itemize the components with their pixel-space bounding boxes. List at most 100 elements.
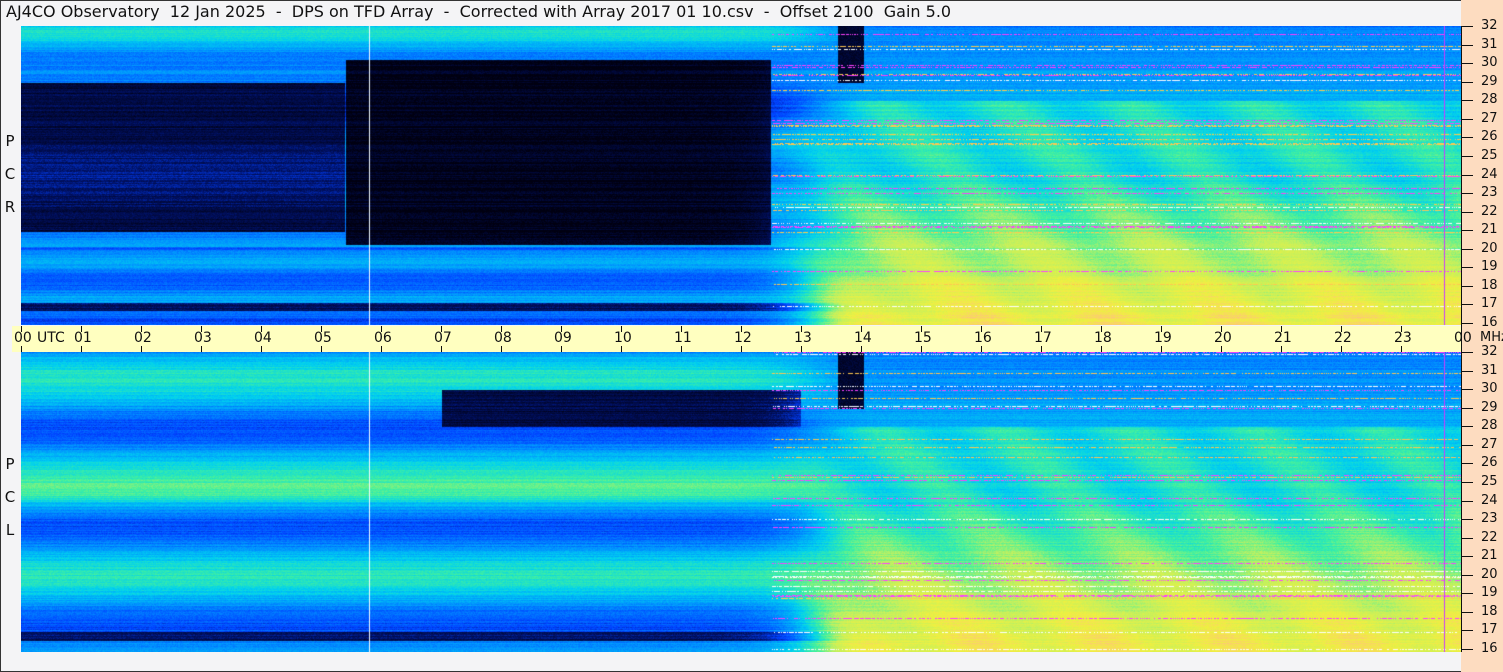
y-tick-label: 16 (1481, 641, 1498, 656)
y-tick-label: 20 (1481, 240, 1498, 256)
x-tick-label: 03 (194, 330, 212, 346)
x-tick-mark (201, 326, 202, 332)
y-tick-mark (1461, 211, 1473, 213)
x-tick-label: 00 (1454, 330, 1472, 346)
x-tick-mark (741, 346, 742, 352)
frequency-axis-line (1461, 26, 1462, 652)
x-tick-label: 10 (614, 330, 632, 346)
x-tick-mark (681, 346, 682, 352)
x-tick-label: 23 (1394, 330, 1412, 346)
y-tick-mark (1461, 519, 1473, 521)
x-tick-mark (321, 326, 322, 332)
x-tick-mark (561, 346, 562, 352)
x-tick-mark (21, 346, 22, 352)
panel-label-letter: L (5, 521, 15, 539)
y-tick-label: 17 (1481, 622, 1498, 638)
y-tick-mark (1461, 118, 1473, 120)
y-tick-mark (1461, 611, 1473, 613)
x-tick-label: 00 (14, 330, 32, 346)
x-tick-label: 13 (794, 330, 812, 346)
panel-label-letter: C (4, 488, 16, 506)
y-tick-label: 25 (1481, 473, 1498, 489)
y-tick-label: 31 (1481, 36, 1498, 52)
y-tick-mark (1461, 100, 1473, 102)
rcp-spectrogram (21, 26, 1461, 325)
y-tick-label: 19 (1481, 259, 1498, 275)
panel-label-letter: P (5, 455, 15, 473)
x-tick-mark (861, 346, 862, 352)
x-tick-label: 16 (974, 330, 992, 346)
x-tick-mark (981, 346, 982, 352)
y-tick-mark (1461, 407, 1473, 409)
y-tick-label: 29 (1481, 73, 1498, 89)
chart-title: AJ4CO Observatory 12 Jan 2025 - DPS on T… (6, 2, 952, 21)
x-tick-label: 07 (434, 330, 452, 346)
x-tick-mark (981, 326, 982, 332)
y-tick-label: 32 (1481, 18, 1498, 33)
y-tick-mark (1461, 230, 1473, 232)
x-tick-mark (21, 326, 22, 332)
y-tick-label: 24 (1481, 166, 1498, 182)
y-tick-mark (1461, 352, 1473, 353)
y-tick-label: 22 (1481, 529, 1498, 545)
y-tick-label: 19 (1481, 585, 1498, 601)
x-tick-mark (261, 346, 262, 352)
y-tick-mark (1461, 574, 1473, 576)
x-tick-mark (1401, 346, 1402, 352)
x-tick-mark (441, 346, 442, 352)
x-tick-mark (501, 346, 502, 352)
panel-label-letter: P (5, 132, 15, 150)
x-tick-label: 20 (1214, 330, 1232, 346)
y-tick-mark (1461, 444, 1473, 446)
y-tick-label: 25 (1481, 147, 1498, 163)
y-tick-label: 21 (1481, 548, 1498, 564)
x-tick-mark (261, 326, 262, 332)
x-tick-mark (921, 346, 922, 352)
x-tick-mark (741, 326, 742, 332)
y-tick-mark (1461, 26, 1473, 27)
x-tick-label: 21 (1274, 330, 1292, 346)
x-tick-mark (321, 346, 322, 352)
y-tick-mark (1461, 537, 1473, 539)
x-tick-mark (1281, 346, 1282, 352)
y-tick-label: 32 (1481, 344, 1498, 359)
y-tick-mark (1461, 500, 1473, 502)
x-tick-mark (81, 346, 82, 352)
x-tick-mark (1161, 346, 1162, 352)
y-tick-mark (1461, 630, 1473, 632)
x-tick-mark (1401, 326, 1402, 332)
y-tick-mark (1461, 481, 1473, 483)
y-tick-mark (1461, 370, 1473, 372)
y-tick-mark (1461, 63, 1473, 65)
x-tick-label: 08 (494, 330, 512, 346)
x-tick-label: 11 (674, 330, 692, 346)
y-tick-mark (1461, 463, 1473, 465)
y-tick-mark (1461, 155, 1473, 157)
x-tick-mark (141, 346, 142, 352)
x-tick-mark (81, 326, 82, 332)
y-tick-mark (1461, 426, 1473, 428)
y-tick-mark (1461, 556, 1473, 558)
y-tick-mark (1461, 304, 1473, 306)
x-tick-label: 15 (914, 330, 932, 346)
frequency-axis-panel (1461, 0, 1503, 672)
x-tick-label: 06 (374, 330, 392, 346)
x-tick-label: 04 (254, 330, 272, 346)
y-tick-mark (1461, 248, 1473, 250)
y-tick-label: 28 (1481, 418, 1498, 434)
x-tick-mark (381, 346, 382, 352)
x-tick-label: 09 (554, 330, 572, 346)
y-tick-label: 26 (1481, 455, 1498, 471)
x-tick-mark (1101, 326, 1102, 332)
x-tick-mark (681, 326, 682, 332)
y-tick-mark (1461, 174, 1473, 176)
y-tick-mark (1461, 44, 1473, 46)
x-tick-mark (861, 326, 862, 332)
y-tick-mark (1461, 267, 1473, 269)
y-tick-label: 23 (1481, 511, 1498, 527)
panel-label-letter: C (4, 165, 16, 183)
y-tick-label: 26 (1481, 129, 1498, 145)
x-tick-mark (1221, 326, 1222, 332)
y-tick-label: 20 (1481, 566, 1498, 582)
y-tick-mark (1461, 137, 1473, 139)
